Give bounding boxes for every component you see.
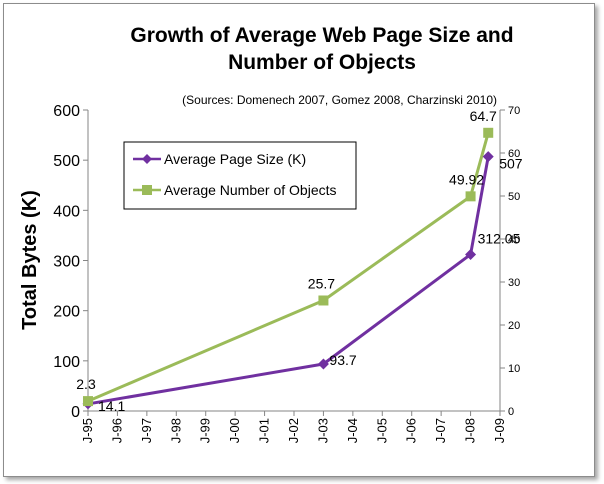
x-tick-label: J-07 — [433, 418, 448, 443]
chart-frame — [3, 3, 595, 477]
x-tick-label: J-04 — [345, 418, 360, 443]
x-tick-label: J-96 — [109, 418, 124, 443]
data-label-0: 14.1 — [98, 398, 125, 414]
legend-marker-objects — [142, 185, 152, 195]
series-line-0 — [87, 156, 490, 406]
y2-tick-label: 30 — [508, 277, 520, 289]
x-tick-label: J-95 — [80, 418, 95, 443]
chart-title-line-1: Growth of Average Web Page Size and — [130, 24, 513, 47]
x-tick-label: J-03 — [315, 418, 330, 443]
y2-tick-label: 60 — [508, 148, 520, 160]
data-point-1 — [465, 191, 476, 202]
series-markers — [82, 127, 494, 410]
axes: 0 100 200 300 400 500 600 0 10 20 30 40 50 60 70 J-95 J-… — [53, 103, 520, 443]
legend-box — [123, 141, 357, 210]
chart-title-line-2: Number of Objects — [228, 51, 416, 74]
x-tick-label: J-97 — [139, 418, 154, 443]
y2-tick-label: 0 — [508, 406, 514, 418]
y-tick-label: 300 — [53, 254, 80, 271]
data-label-0: 312.05 — [478, 230, 521, 246]
y2-tick-label: 40 — [508, 234, 520, 246]
data-label-1: 2.3 — [76, 376, 96, 392]
data-point-0 — [317, 358, 329, 370]
x-tick-label: J-99 — [198, 418, 213, 443]
data-labels: 14.1 93.7 312.05 507 2.3 25.7 49.92 64.7 — [76, 108, 523, 414]
x-tick-label: J-02 — [286, 418, 301, 443]
data-point-0 — [465, 248, 477, 260]
legend-label-page-size: Average Page Size (K) — [164, 151, 306, 167]
data-label-0: 507 — [499, 156, 523, 172]
y2-tick-label: 70 — [508, 105, 520, 117]
series-lines — [87, 132, 490, 406]
y2-tick-label: 20 — [508, 320, 520, 332]
legend-label-objects: Average Number of Objects — [164, 182, 337, 198]
y-tick-label: 0 — [71, 404, 80, 421]
x-tick-label: J-00 — [227, 418, 242, 443]
y2-tick-label: 50 — [508, 191, 520, 203]
series-line-1 — [87, 132, 490, 403]
y-tick-label: 100 — [53, 354, 80, 371]
x-tick-label: J-08 — [463, 418, 478, 443]
data-point-1 — [83, 396, 93, 407]
y-axis-label: Total Bytes (K) — [19, 190, 41, 330]
x-tick-label: J-09 — [492, 418, 507, 443]
data-label-1: 25.7 — [308, 275, 335, 291]
data-point-0 — [482, 151, 494, 163]
y-tick-label: 500 — [53, 153, 80, 170]
y-tick-label: 600 — [53, 103, 80, 120]
x-tick-label: J-05 — [374, 418, 389, 443]
y-tick-label: 400 — [53, 203, 80, 220]
data-point-1 — [483, 127, 494, 138]
data-label-0: 93.7 — [329, 352, 356, 368]
data-label-1: 49.92 — [449, 171, 484, 187]
x-tick-label: J-01 — [257, 418, 272, 443]
x-tick-label: J-06 — [404, 418, 419, 443]
legend-marker-page-size — [142, 154, 152, 164]
x-tick-label: J-98 — [168, 418, 183, 443]
data-point-1 — [318, 295, 329, 306]
data-label-1: 64.7 — [470, 108, 497, 124]
chart-subtitle: (Sources: Domenech 2007, Gomez 2008, Cha… — [182, 93, 497, 107]
y-tick-label: 200 — [53, 304, 80, 321]
legend: Average Page Size (K) Average Number of … — [123, 141, 357, 210]
y2-tick-label: 10 — [508, 363, 520, 375]
